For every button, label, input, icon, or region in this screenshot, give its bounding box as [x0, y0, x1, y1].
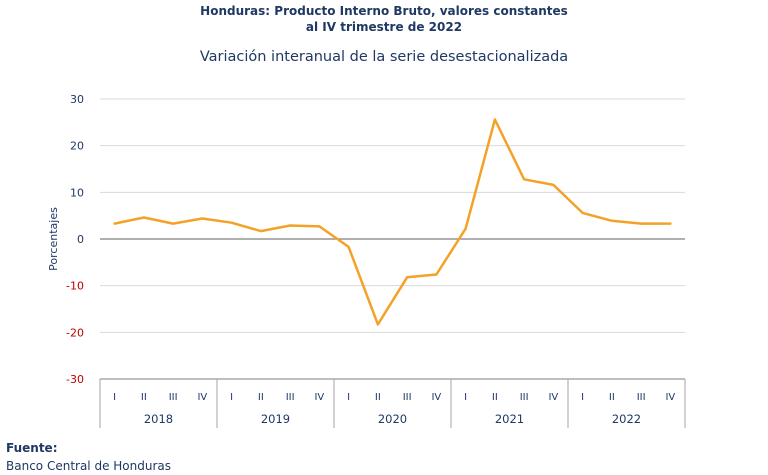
y-tick-label: -10	[66, 280, 84, 293]
y-tick-label: -20	[66, 326, 84, 339]
y-tick-label: 0	[77, 233, 84, 246]
quarter-tick-label: II	[609, 392, 615, 403]
quarter-tick-label: IV	[665, 392, 675, 403]
quarter-tick-label: IV	[314, 392, 324, 403]
quarter-tick-label: IV	[431, 392, 441, 403]
quarter-tick-label: III	[169, 392, 178, 403]
quarter-tick-label: III	[286, 392, 295, 403]
source-value: Banco Central de Honduras	[6, 459, 171, 473]
quarter-tick-label: I	[230, 392, 233, 403]
x-axis: I II III IV I II III IV I II III IV I II III IV I II III IV…	[99, 378, 686, 428]
year-tick-label: 2019	[261, 412, 290, 426]
quarter-tick-label: III	[520, 392, 529, 403]
year-tick-label: 2020	[378, 412, 407, 426]
quarter-tick-label: II	[492, 392, 498, 403]
chart-subtitle: Variación interanual de la serie desesta…	[199, 49, 569, 65]
quarter-tick-label: III	[403, 392, 412, 403]
year-tick-label: 2021	[495, 412, 524, 426]
y-tick-label: 30	[70, 93, 84, 106]
quarter-tick-label: II	[258, 392, 264, 403]
quarter-tick-label: I	[347, 392, 350, 403]
chart-title-line1: Honduras: Producto Interno Bruto, valore…	[200, 4, 568, 18]
quarter-tick-label: II	[141, 392, 147, 403]
chart-title-line2: al IV trimestre de 2022	[305, 20, 463, 34]
quarter-tick-label: II	[375, 392, 381, 403]
series-line	[113, 118, 672, 326]
quarter-tick-label: I	[464, 392, 467, 403]
quarter-tick-label: IV	[197, 392, 207, 403]
quarter-tick-label: I	[113, 392, 116, 403]
quarter-tick-label: III	[637, 392, 646, 403]
y-tick-label: 20	[70, 140, 84, 153]
year-tick-label: 2018	[144, 412, 173, 426]
source-label: Fuente:	[6, 441, 58, 455]
y-tick-label: -30	[66, 373, 84, 386]
year-tick-label: 2022	[612, 412, 641, 426]
quarter-tick-label: I	[581, 392, 584, 403]
y-axis-label: Porcentajes	[47, 207, 60, 271]
quarter-tick-label: IV	[548, 392, 558, 403]
y-tick-label: 10	[70, 186, 84, 199]
series-layer	[113, 118, 672, 326]
gridlines	[100, 98, 685, 380]
y-axis-ticks: 30 20 10 0 -10 -20 -30	[66, 93, 84, 386]
